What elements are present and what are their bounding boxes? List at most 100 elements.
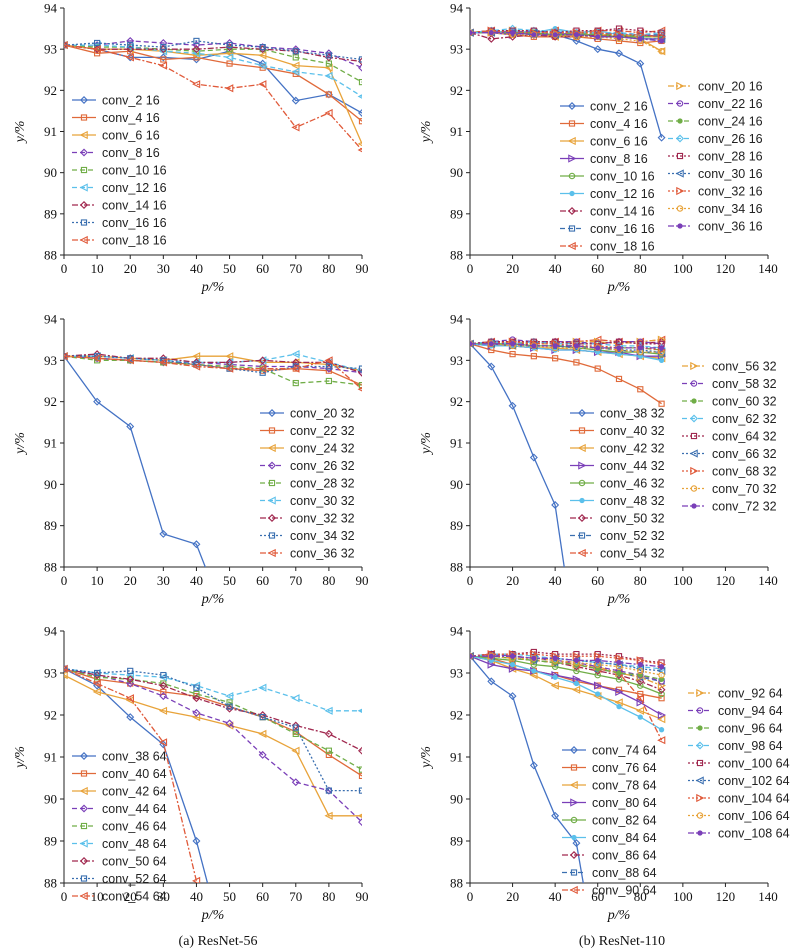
series-line [64,668,198,882]
data-point [160,671,167,679]
legend-item: conv_34 16 [668,202,763,216]
data-point [594,27,601,34]
legend-marker [578,427,586,434]
legend-marker [676,186,685,196]
data-point [593,681,603,690]
legend-item: conv_46 64 [72,820,167,834]
legend-item: conv_48 32 [570,494,665,508]
data-point [531,343,537,349]
x-axis-label: p/% [607,592,631,607]
legend-label: conv_14 16 [590,205,655,219]
x-tick-label: 140 [758,573,778,588]
data-point [291,123,300,132]
data-point [192,362,201,371]
legend-marker [696,741,704,750]
legend-marker [568,207,576,215]
legend-item: conv_96 64 [688,722,783,736]
x-axis-label: p/% [607,908,631,923]
legend-item: conv_26 16 [668,132,763,146]
chart-panel-a2: 88 89 90 91 92 93 94 0 10 20 30 40 50 60 70 80 90 p/% y/% c… [13,312,369,608]
legend-item: conv_44 64 [72,802,167,816]
series-line [470,343,662,405]
y-tick-label: 90 [44,477,57,492]
x-tick-label: 50 [223,261,236,276]
data-point [509,653,516,659]
legend-marker [568,154,577,163]
legend-label: conv_46 64 [102,820,167,834]
data-point [658,727,665,733]
legend-marker [690,380,698,387]
data-point [192,352,201,361]
x-tick-label: 90 [356,261,369,276]
legend-item: conv_20 16 [668,80,763,94]
plot-area [64,350,362,567]
legend-item: conv_14 16 [72,199,167,213]
data-point [573,32,580,38]
legend-item: conv_42 32 [570,442,665,456]
legend-label: conv_50 64 [102,855,167,869]
series-conv_36-16 [470,30,665,44]
chart-panel-b1: 88 89 90 91 92 93 94 0 20 40 60 80 100 120 140 p/% y/% co… [419,1,778,296]
y-tick-label: 88 [44,560,57,575]
legend-item: conv_66 32 [682,447,777,461]
chart-panel-a1: 88 89 90 91 92 93 94 0 10 20 30 40 50 60 70 80 90 p/% y/% c… [13,1,369,296]
data-point [192,681,201,690]
y-tick-label: 88 [44,876,57,891]
series-line [64,668,362,792]
data-point [226,41,233,49]
x-tick-label: 70 [289,573,302,588]
data-point [159,681,168,690]
legend-marker [267,443,276,453]
legend-label: conv_8 16 [102,146,160,160]
legend-label: conv_66 32 [712,447,777,461]
y-tick-label: 93 [450,353,463,368]
series-line [64,44,362,98]
data-point [291,364,300,373]
series-line [64,355,362,374]
legend-label: conv_32 16 [698,185,763,199]
y-tick-label: 94 [44,1,58,16]
legend-label: conv_60 32 [712,395,777,409]
series-line [470,655,662,699]
x-tick-label: 80 [322,573,335,588]
series-conv_50-64 [64,664,362,755]
legend-label: conv_94 64 [718,704,783,718]
legend-label: conv_74 64 [592,744,657,758]
legend-label: conv_8 16 [590,152,648,166]
series-line [470,32,662,52]
data-point [324,729,333,738]
legend-marker [675,169,684,178]
legend-label: conv_4 16 [102,111,160,125]
data-point [64,665,68,672]
series-line [64,40,362,61]
data-point [509,341,516,347]
legend-marker [570,764,578,771]
legend-label: conv_84 64 [592,831,657,845]
data-point [291,67,300,76]
x-tick-label: 90 [356,889,369,904]
data-point [291,358,300,367]
data-point [573,667,580,675]
y-tick-label: 89 [450,834,463,849]
data-point [159,53,168,62]
legend-label: conv_42 32 [600,442,665,456]
legend-marker [80,804,88,813]
legend-marker [79,183,88,192]
legend-marker [569,885,578,895]
chart-panel-b2: 88 89 90 91 92 93 94 0 20 40 60 80 100 120 140 p/% y/% co… [419,312,778,608]
legend-label: conv_106 64 [718,809,790,823]
legend-label: conv_16 16 [102,216,167,230]
y-tick-label: 90 [450,165,463,180]
legend-item: conv_32 32 [260,512,355,526]
y-axis-label: y/% [419,746,434,770]
legend: conv_38 64 conv_40 64 conv_42 64 conv_44 64… [72,750,167,904]
data-point [573,359,580,366]
legend-item: conv_74 64 [562,744,657,758]
series-conv_48-64 [64,664,362,715]
legend-label: conv_46 32 [600,477,665,491]
data-point [637,714,643,720]
data-point [595,691,601,697]
legend-marker [567,136,576,146]
x-tick-label: 90 [356,573,369,588]
legend-marker [676,205,684,212]
